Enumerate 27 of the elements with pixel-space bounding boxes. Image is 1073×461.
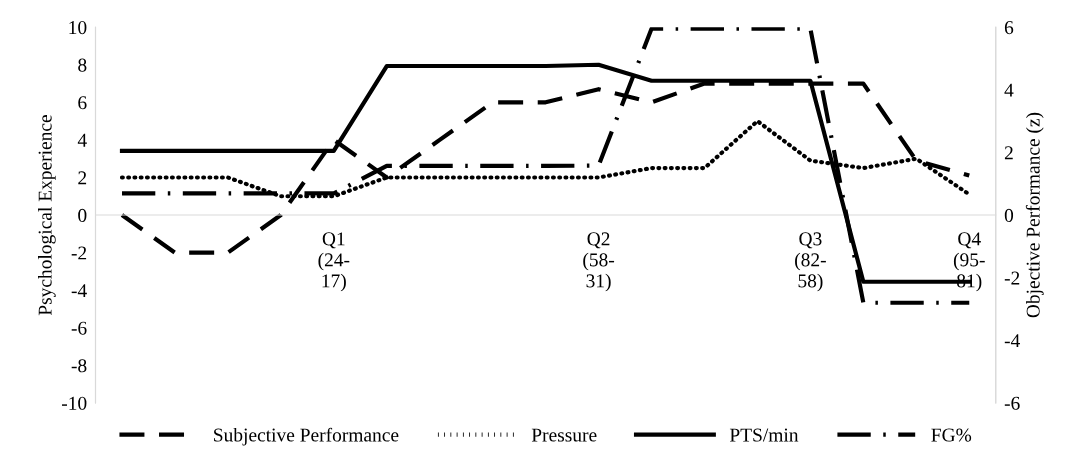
y-tick-label: -4 xyxy=(71,284,87,297)
legend-label: FG% xyxy=(931,428,972,442)
x-tick-label: Q3 (82- 58) xyxy=(795,232,826,292)
y-tick-label: 2 xyxy=(78,171,87,185)
y2-tick-label: -2 xyxy=(1004,271,1020,285)
y2-axis-title: Objective Performance (z) xyxy=(1025,112,1044,318)
y2-tick-label: -4 xyxy=(1004,334,1020,348)
y-tick-label: 6 xyxy=(78,96,87,110)
legend-label: PTS/min xyxy=(729,428,799,442)
y2-tick-label: -6 xyxy=(1004,396,1020,410)
x-tick-label: Q1 (24- 17) xyxy=(318,232,350,292)
y2-tick-label: 6 xyxy=(1004,21,1014,35)
y2-tick-label: 2 xyxy=(1004,146,1013,160)
y2-tick-label: 4 xyxy=(1004,83,1014,97)
y-tick-label: 10 xyxy=(69,21,87,35)
legend-label: Subjective Performance xyxy=(214,427,399,446)
y2-tick-label: 0 xyxy=(1004,208,1014,222)
y-tick-label: 8 xyxy=(78,58,87,72)
y-tick-label: 0 xyxy=(78,208,87,222)
y-axis-title: Psychological Experience xyxy=(38,115,56,316)
y-tick-label: -8 xyxy=(71,359,87,373)
y-tick-label: -2 xyxy=(71,246,87,260)
y-tick-label: -10 xyxy=(61,396,87,410)
x-tick-label: Q2 (58- 31) xyxy=(583,232,615,292)
legend-label: Pressure xyxy=(531,428,597,442)
y-tick-label: 4 xyxy=(77,133,87,147)
y-tick-label: -6 xyxy=(71,321,87,335)
